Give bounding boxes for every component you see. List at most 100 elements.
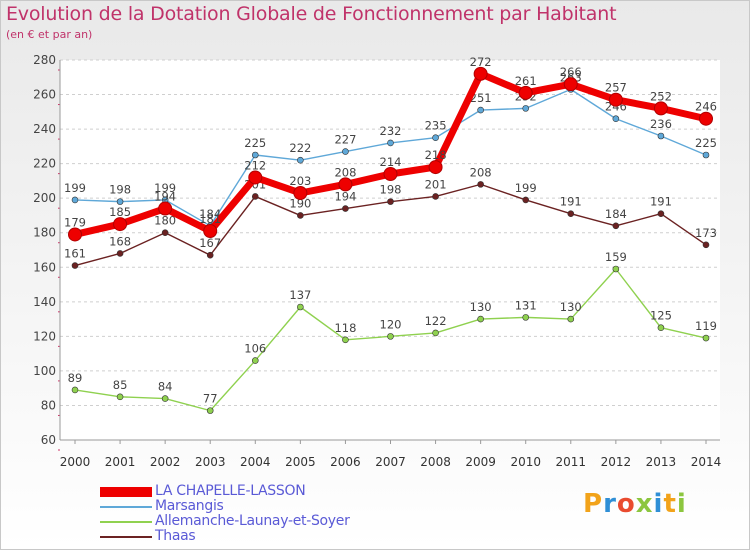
x-tick-label: 2010 [510, 455, 541, 469]
data-label: 203 [289, 174, 311, 188]
data-label: 84 [158, 380, 173, 394]
data-label: 89 [68, 371, 83, 385]
legend-swatch [100, 487, 152, 497]
data-point [657, 210, 665, 218]
data-point [428, 160, 443, 175]
data-point [657, 132, 665, 140]
data-point [699, 111, 713, 126]
legend-label: Marsangis [155, 498, 224, 514]
data-label: 246 [695, 100, 717, 114]
data-point [158, 201, 173, 216]
y-tick-label: 200 [33, 191, 56, 205]
y-tick-label: 280 [33, 53, 56, 67]
data-label: 218 [425, 148, 447, 162]
data-point [113, 217, 128, 232]
data-label: 194 [154, 190, 176, 204]
logo-letter: x [635, 489, 654, 519]
data-label: 161 [64, 247, 86, 261]
data-label: 251 [470, 91, 492, 105]
y-tick-label: 260 [33, 88, 56, 102]
logo-letter: i [653, 489, 664, 519]
data-point [71, 386, 79, 394]
legend-label: LA CHAPELLE-LASSON [155, 483, 306, 499]
data-label: 168 [109, 234, 131, 248]
x-tick-label: 2014 [691, 455, 722, 469]
x-tick-label: 2008 [420, 455, 451, 469]
plot-area [60, 60, 720, 440]
x-tick-label: 2011 [556, 455, 587, 469]
data-point [297, 212, 304, 219]
y-tick-label: 220 [33, 157, 56, 171]
data-label: 118 [334, 321, 356, 335]
data-point [387, 333, 394, 340]
data-label: 122 [425, 314, 447, 328]
data-point [473, 66, 488, 81]
data-point [432, 134, 439, 142]
data-label: 179 [64, 215, 86, 229]
data-label: 191 [650, 195, 672, 209]
y-tick-label: 140 [33, 295, 56, 309]
data-point [477, 181, 484, 188]
data-label: 261 [515, 74, 537, 88]
data-label: 194 [334, 190, 356, 204]
data-label: 119 [695, 319, 717, 333]
data-label: 106 [244, 342, 266, 356]
legend-label: Allemanche-Launay-et-Soyer [155, 513, 350, 529]
data-label: 214 [380, 155, 402, 169]
data-point [251, 357, 259, 364]
data-point [161, 229, 169, 237]
data-point [702, 151, 710, 159]
data-label: 266 [560, 65, 582, 79]
data-label: 167 [199, 236, 221, 250]
legend-swatch [100, 536, 152, 538]
data-point [116, 393, 124, 401]
data-point [567, 315, 575, 323]
data-label: 184 [605, 207, 627, 221]
data-label: 199 [154, 181, 176, 195]
data-point [612, 265, 620, 273]
chart-title: Evolution de la Dotation Globale de Fonc… [6, 3, 617, 25]
data-label: 208 [470, 165, 492, 179]
data-label: 137 [289, 288, 311, 302]
data-label: 184 [199, 207, 221, 221]
data-label: 85 [113, 378, 128, 392]
data-label: 199 [64, 181, 86, 195]
proxiti-logo: Proxiti [583, 489, 687, 519]
data-label: 159 [605, 250, 627, 264]
data-label: 212 [244, 158, 266, 172]
y-tick-label: 240 [33, 122, 56, 136]
data-point [522, 105, 530, 112]
data-point [608, 92, 623, 107]
data-point [702, 334, 710, 342]
data-point [248, 170, 263, 185]
logo-letter: t [663, 489, 677, 519]
data-point [338, 177, 353, 192]
data-point [432, 329, 439, 337]
data-point [293, 186, 308, 200]
data-point [477, 106, 484, 114]
data-point [251, 193, 259, 200]
logo-letter: P [583, 489, 604, 519]
data-point [206, 251, 214, 259]
y-tick-label: 100 [33, 364, 56, 378]
logo-letter: i [676, 489, 687, 519]
data-point [71, 196, 79, 204]
data-label: 125 [650, 309, 672, 323]
data-label: 120 [380, 317, 402, 331]
data-label: 225 [695, 136, 717, 150]
data-point [653, 101, 668, 116]
x-tick-label: 2003 [195, 455, 226, 469]
x-tick-label: 2001 [105, 455, 136, 469]
legend-label: Thaas [155, 528, 196, 544]
data-label: 232 [380, 124, 402, 138]
data-label: 199 [515, 181, 537, 195]
data-point [297, 303, 304, 311]
data-label: 77 [203, 392, 218, 406]
data-label: 235 [425, 119, 447, 133]
data-point [161, 395, 169, 402]
x-tick-label: 2007 [375, 455, 406, 469]
x-tick-label: 2002 [150, 455, 181, 469]
data-point [116, 198, 124, 205]
data-label: 190 [289, 196, 311, 210]
data-point [522, 314, 530, 321]
